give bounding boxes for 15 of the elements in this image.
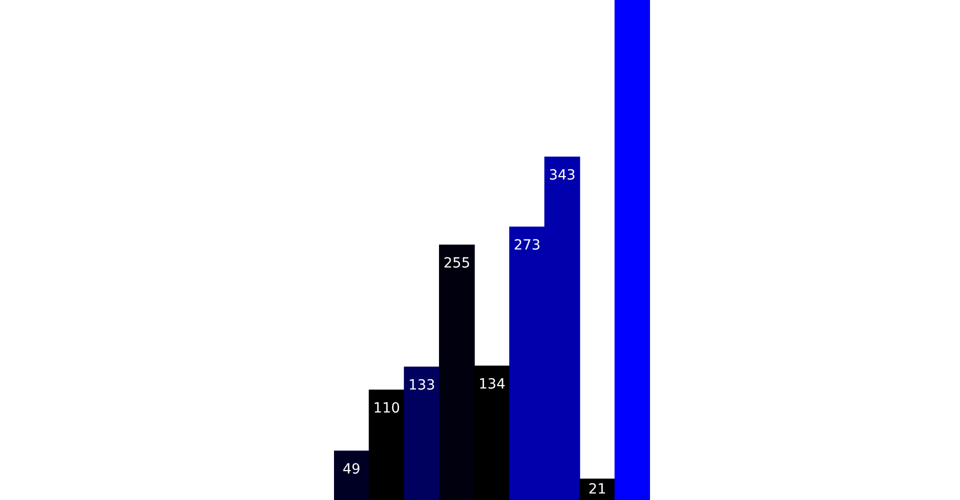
data-label: 134 [478,376,506,393]
bar [368,390,405,500]
bar [334,450,370,500]
data-label: 343 [548,168,576,184]
data-label: 21 [588,482,606,498]
data-label: 273 [514,238,540,254]
data-label: 255 [444,256,470,272]
data-label: 49 [342,462,360,478]
bar [474,366,510,500]
bar [404,366,440,500]
bar [579,478,616,500]
data-label: 133 [408,378,436,394]
bar [614,0,650,500]
bar [439,244,475,500]
data-label: 110 [373,400,400,417]
